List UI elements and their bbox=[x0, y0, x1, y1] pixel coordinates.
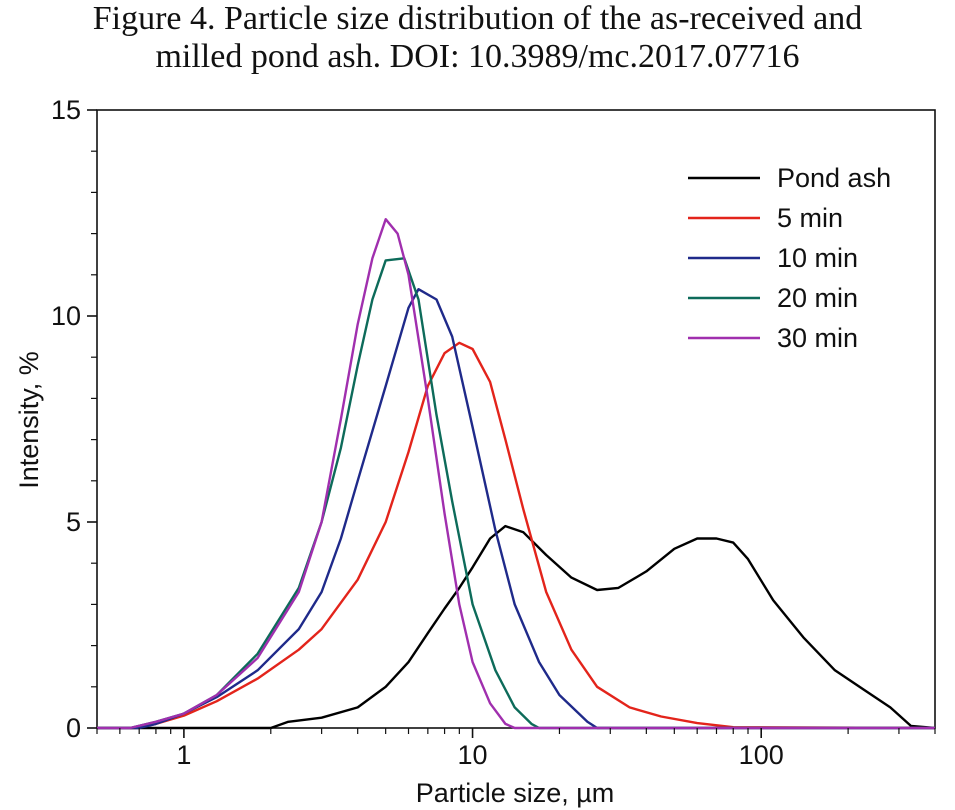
series-line bbox=[97, 218, 935, 730]
legend-label: 20 min bbox=[777, 283, 858, 313]
series-line bbox=[97, 288, 935, 730]
series-layer bbox=[97, 218, 936, 730]
legend: Pond ash 5 min 10 min 20 min 30 min bbox=[688, 163, 891, 353]
x-tick-label: 100 bbox=[739, 740, 784, 770]
x-tick-label: 10 bbox=[458, 740, 488, 770]
series-line bbox=[97, 341, 936, 730]
axes-layer: 1 10 100 0 5 10 15 bbox=[51, 95, 936, 770]
y-tick-label: 10 bbox=[51, 301, 81, 331]
x-tick-label: 1 bbox=[176, 740, 191, 770]
figure-title-line-1: Figure 4. Particle size distribution of … bbox=[92, 0, 863, 37]
legend-label: Pond ash bbox=[777, 163, 891, 193]
y-tick-label: 5 bbox=[66, 507, 81, 537]
legend-label: 5 min bbox=[777, 203, 843, 233]
legend-label: 10 min bbox=[777, 243, 858, 273]
y-tick-label: 15 bbox=[51, 95, 81, 125]
legend-label: 30 min bbox=[777, 323, 858, 353]
y-axis-label: Intensity, % bbox=[14, 351, 44, 489]
figure-title: Figure 4. Particle size distribution of … bbox=[0, 0, 955, 76]
series-line bbox=[97, 524, 936, 730]
y-tick-label: 0 bbox=[66, 713, 81, 743]
figure-title-line-2: milled pond ash. DOI: 10.3989/mc.2017.07… bbox=[155, 38, 800, 75]
x-axis-label: Particle size, µm bbox=[416, 778, 615, 808]
